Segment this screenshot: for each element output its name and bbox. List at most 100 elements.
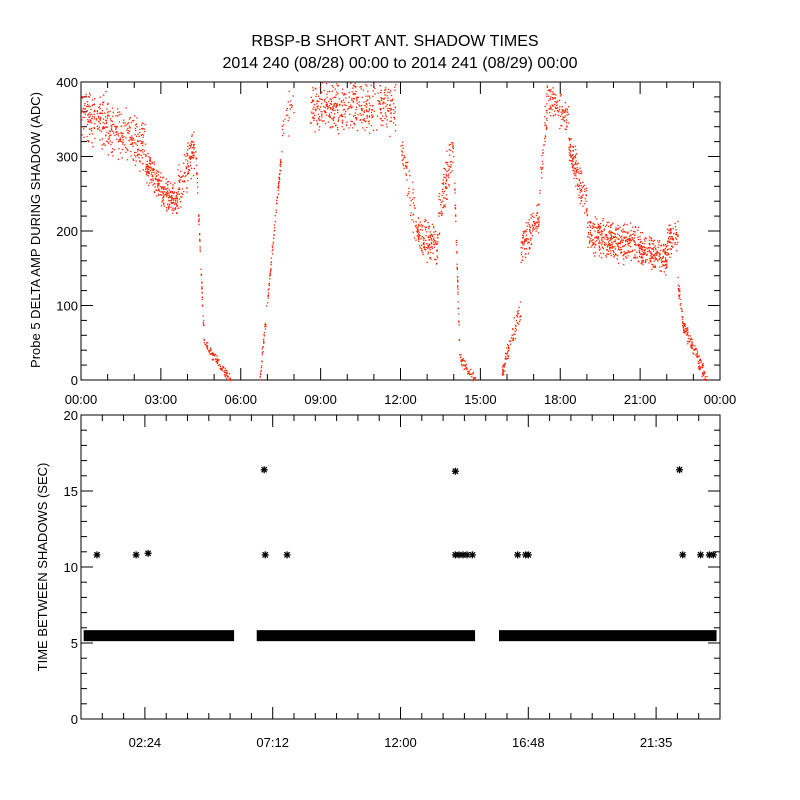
data-point	[199, 250, 201, 252]
data-point	[588, 221, 590, 223]
data-point	[323, 110, 325, 112]
data-point	[442, 188, 444, 190]
data-point	[591, 234, 593, 236]
data-point	[156, 183, 159, 185]
data-point	[469, 372, 471, 375]
data-point	[129, 117, 131, 119]
data-point	[448, 176, 450, 179]
data-point	[331, 85, 333, 87]
data-point	[457, 281, 459, 283]
data-point	[97, 115, 99, 117]
data-point	[176, 212, 178, 215]
data-point	[676, 238, 678, 240]
data-point	[379, 108, 381, 110]
data-point	[191, 141, 193, 143]
data-point	[315, 87, 317, 89]
data-point	[175, 191, 178, 194]
data-point	[87, 113, 90, 115]
data-point	[87, 96, 89, 98]
data-point	[108, 132, 110, 134]
data-point	[359, 112, 361, 115]
data-point	[629, 222, 632, 224]
data-point	[681, 308, 683, 310]
data-point	[616, 258, 618, 260]
data-point	[379, 102, 381, 104]
data-point	[91, 142, 93, 144]
data-point	[177, 207, 180, 209]
data-point	[656, 258, 658, 261]
data-point	[162, 199, 165, 201]
data-point	[226, 375, 229, 377]
data-point	[341, 115, 343, 117]
data-point	[530, 243, 532, 246]
data-point	[533, 216, 535, 218]
data-point	[695, 347, 697, 350]
data-point	[405, 174, 407, 176]
data-point	[569, 143, 571, 146]
data-point	[559, 127, 561, 130]
data-point	[690, 338, 692, 340]
data-point	[358, 101, 360, 103]
data-point	[554, 97, 556, 99]
data-point	[619, 247, 622, 249]
data-point	[160, 180, 163, 182]
data-point	[664, 253, 666, 255]
data-point	[637, 229, 639, 231]
data-point	[643, 249, 645, 252]
data-point	[191, 151, 193, 153]
data-point	[161, 188, 163, 190]
data-point	[630, 251, 632, 253]
data-point	[471, 373, 473, 375]
data-point	[627, 255, 629, 257]
data-point	[684, 330, 686, 333]
data-point	[187, 145, 189, 148]
data-point	[424, 248, 426, 250]
data-point	[314, 108, 316, 111]
data-point	[610, 238, 612, 240]
data-point	[431, 243, 433, 245]
data-point	[633, 237, 636, 239]
data-point	[288, 90, 290, 93]
data-point	[276, 196, 278, 198]
data-point	[334, 105, 336, 107]
data-point	[115, 131, 117, 133]
data-point	[462, 359, 464, 362]
data-point	[171, 198, 173, 200]
data-point	[613, 241, 615, 243]
data-point	[199, 246, 201, 248]
data-point	[311, 112, 313, 115]
data-point	[149, 158, 151, 160]
chart-subtitle: 2014 240 (08/28) 00:00 to 2014 241 (08/2…	[223, 55, 578, 72]
data-point	[168, 205, 170, 207]
data-point	[442, 206, 445, 208]
data-point	[208, 351, 210, 353]
data-point	[177, 205, 179, 207]
data-point	[452, 145, 454, 147]
data-point	[519, 315, 522, 317]
data-point	[98, 126, 100, 128]
data-point	[102, 121, 104, 124]
data-point	[582, 185, 584, 188]
data-point	[89, 120, 91, 122]
data-point	[613, 237, 615, 239]
data-point	[92, 99, 94, 101]
data-point	[380, 97, 382, 99]
data-point	[341, 114, 343, 116]
data-point	[263, 335, 266, 337]
data-point	[697, 356, 699, 358]
data-point	[196, 174, 198, 176]
data-point	[585, 200, 587, 202]
data-point	[457, 293, 459, 295]
data-point	[432, 234, 434, 236]
data-point	[417, 238, 420, 240]
data-point	[580, 197, 582, 199]
data-point	[606, 239, 608, 241]
data-point	[164, 193, 166, 196]
data-point	[316, 123, 318, 125]
data-point	[179, 179, 181, 181]
data-point	[542, 167, 544, 169]
data-point	[590, 233, 592, 236]
data-point	[617, 248, 619, 250]
data-point	[639, 235, 641, 238]
data-point	[405, 165, 407, 167]
